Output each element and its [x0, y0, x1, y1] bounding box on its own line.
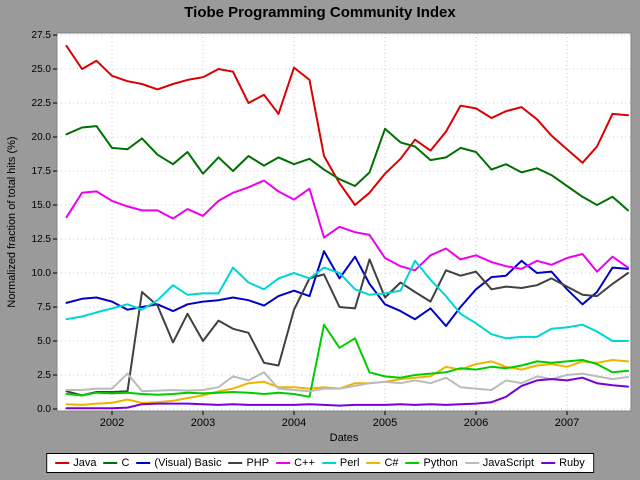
- legend-dash-icon: [464, 462, 479, 464]
- x-tick-label: 2003: [191, 417, 215, 429]
- legend-item-ruby: Ruby: [541, 457, 585, 469]
- legend-item-perl: Perl: [321, 457, 360, 469]
- legend-dash-icon: [321, 462, 336, 464]
- legend-label: Ruby: [559, 457, 585, 469]
- x-tick-label: 2002: [100, 417, 124, 429]
- x-tick-label: 2005: [373, 417, 397, 429]
- y-axis-label: Normalized fraction of total hits (%): [6, 136, 18, 307]
- legend-item-javascript: JavaScript: [464, 457, 535, 469]
- legend-dash-icon: [366, 462, 381, 464]
- series-line-python: [65, 323, 629, 398]
- x-tick-label: 2006: [464, 417, 488, 429]
- legend-dash-icon: [276, 462, 291, 464]
- y-tick-label: 20.0: [32, 132, 52, 143]
- legend-item-c-: C++: [276, 457, 315, 469]
- chart-title: Tiobe Programming Community Index: [184, 4, 456, 21]
- legend-item-php: PHP: [228, 457, 269, 469]
- legend: Java C (Visual) Basic PHP C++ Perl C# Python Jav…: [46, 453, 594, 473]
- y-tick-label: 17.5: [32, 166, 52, 177]
- series-line-php: [65, 258, 629, 397]
- legend-dash-icon: [136, 462, 151, 464]
- legend-item-c-: C#: [366, 457, 399, 469]
- legend-dash-icon: [405, 462, 420, 464]
- legend-label: C: [121, 457, 130, 469]
- y-tick-label: 5.0: [37, 336, 51, 347]
- series-line-ruby: [65, 376, 629, 410]
- x-tick-label: 2007: [555, 417, 579, 429]
- series-line-java: [65, 44, 629, 206]
- plot-frame: [56, 32, 632, 412]
- x-axis-label: Dates: [330, 432, 359, 444]
- legend-item-java: Java: [55, 457, 96, 469]
- series-line-c-: [65, 359, 629, 406]
- y-tick-label: 25.0: [32, 64, 52, 75]
- y-tick-label: 0.0: [37, 404, 51, 415]
- legend-dash-icon: [541, 462, 556, 464]
- y-tick-label: 27.5: [32, 30, 52, 41]
- legend-item-python: Python: [405, 457, 458, 469]
- series-line-c: [65, 125, 629, 212]
- axis-ticks: [53, 34, 568, 415]
- y-tick-label: 10.0: [32, 268, 52, 279]
- legend-label: (Visual) Basic: [154, 457, 222, 469]
- y-tick-label: 2.5: [37, 370, 51, 381]
- legend-dash-icon: [103, 462, 118, 464]
- x-tick-label: 2004: [282, 417, 306, 429]
- legend-item-c: C: [103, 457, 129, 469]
- legend-label: PHP: [246, 457, 270, 469]
- plot-area: [57, 33, 631, 411]
- series-line-perl: [65, 259, 629, 342]
- legend-label: JavaScript: [482, 457, 535, 469]
- legend-label: C++: [294, 457, 315, 469]
- y-tick-label: 15.0: [32, 200, 52, 211]
- legend-item--visual-basic: (Visual) Basic: [136, 457, 221, 469]
- y-tick-label: 12.5: [32, 234, 52, 245]
- y-tick-label: 7.5: [37, 302, 51, 313]
- legend-label: C#: [384, 457, 399, 469]
- legend-label: Python: [423, 457, 458, 469]
- legend-dash-icon: [55, 462, 70, 464]
- legend-label: Java: [73, 457, 97, 469]
- tick-labels: 0.0 2.5 5.0 7.5 10.0 12.5 15.0 17.5 20.0 22.5 25.0…: [32, 30, 580, 429]
- legend-label: Perl: [339, 457, 360, 469]
- series-line-c-: [65, 179, 629, 273]
- series-line-javascript: [65, 371, 629, 393]
- data-series: [65, 44, 629, 410]
- y-tick-label: 22.5: [32, 98, 52, 109]
- legend-dash-icon: [228, 462, 243, 464]
- series-line--visual-basic: [65, 250, 629, 327]
